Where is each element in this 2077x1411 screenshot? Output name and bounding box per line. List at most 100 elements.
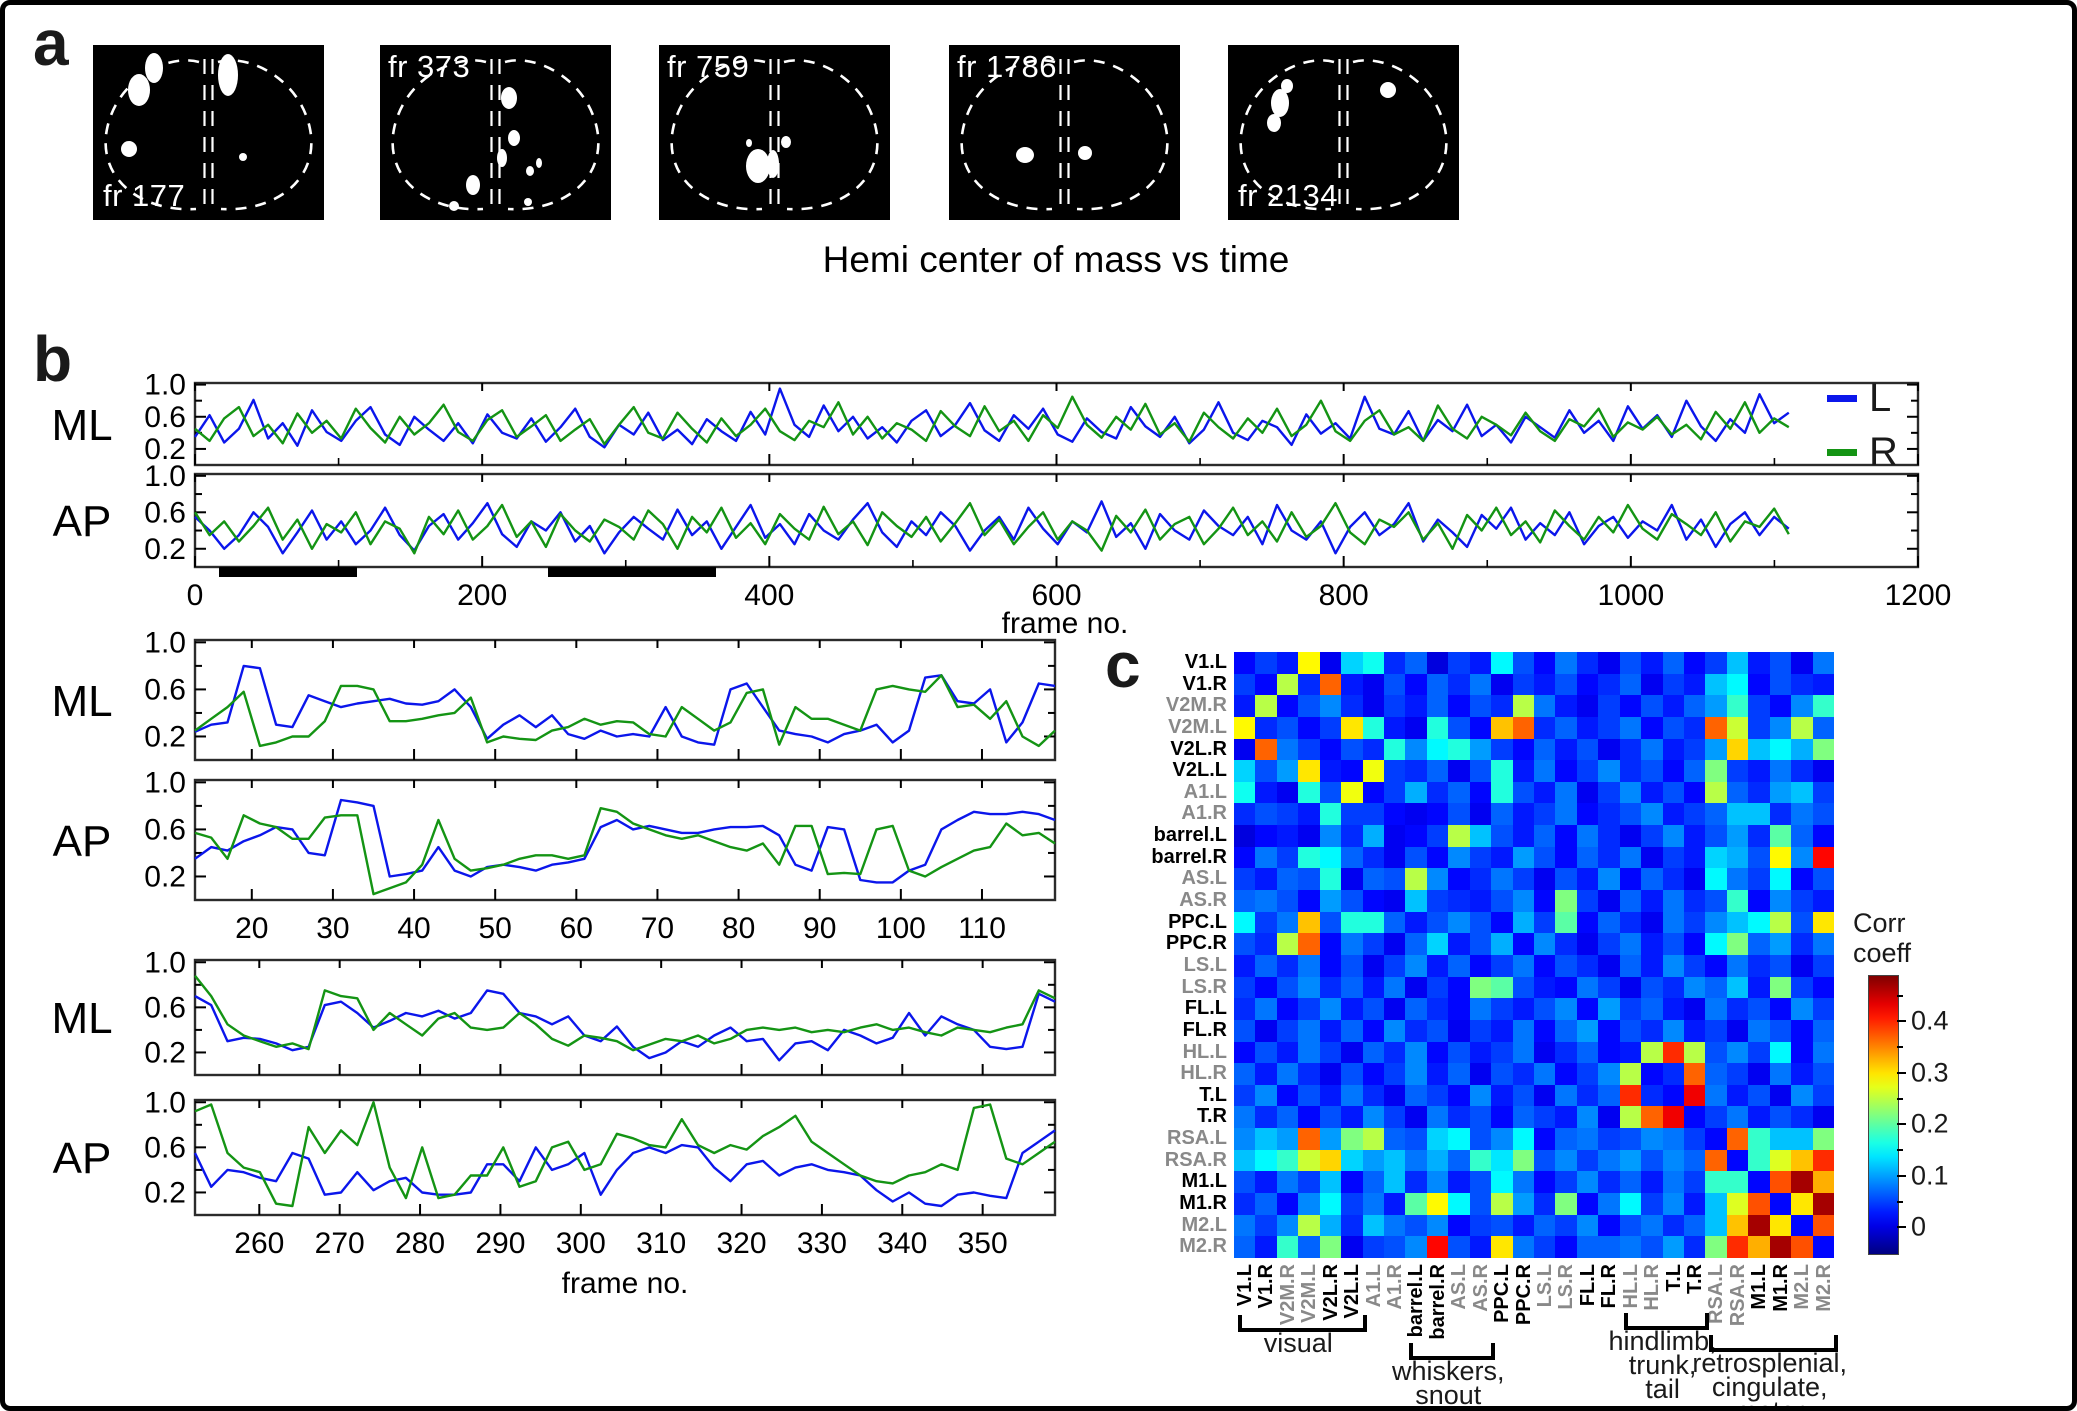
heatmap-cell (1426, 673, 1449, 696)
heatmap-cell (1748, 1019, 1770, 1042)
heatmap-cell (1769, 1019, 1792, 1042)
heatmap-cell (1255, 652, 1277, 674)
heatmap-cell (1426, 1193, 1449, 1215)
heatmap-cell (1384, 738, 1406, 761)
heatmap-cell (1234, 695, 1256, 717)
heatmap-cell (1448, 954, 1470, 977)
heatmap-cell (1576, 933, 1599, 955)
heatmap-cell (1426, 1128, 1449, 1150)
heatmap-cell (1512, 781, 1534, 804)
colorbar-tick-label: 0.2 (1911, 1108, 1949, 1139)
heatmap-cell (1534, 976, 1556, 999)
heatmap-cell (1469, 890, 1492, 912)
heatmap-cell (1362, 825, 1384, 847)
heatmap-cell (1662, 954, 1684, 977)
heatmap-row-label: V1.L (1184, 651, 1227, 673)
heatmap-row-label: HL.R (1180, 1062, 1227, 1085)
heatmap-col-label: LS.R (1555, 1264, 1578, 1310)
heatmap-cell (1555, 868, 1577, 891)
heatmap-cell (1534, 1084, 1556, 1107)
heatmap-cell (1619, 1084, 1642, 1107)
heatmap-cell (1469, 976, 1492, 999)
heatmap-cell (1512, 825, 1534, 847)
heatmap-cell (1341, 998, 1363, 1020)
heatmap-cell (1769, 1214, 1792, 1237)
heatmap-cell (1705, 652, 1727, 674)
svg-text:1.0: 1.0 (144, 369, 186, 402)
heatmap-cell (1234, 1149, 1256, 1172)
heatmap-cell (1812, 1063, 1834, 1085)
heatmap-cell (1491, 803, 1513, 826)
heatmap-cell (1255, 868, 1277, 891)
heatmap-cell (1705, 716, 1727, 739)
heatmap-cell (1705, 1041, 1727, 1064)
heatmap-cell (1555, 976, 1577, 999)
heatmap-cell (1491, 1128, 1513, 1150)
heatmap-cell (1491, 652, 1513, 674)
heatmap-cell (1276, 695, 1299, 717)
heatmap-cell (1426, 1063, 1449, 1085)
heatmap-cell (1448, 673, 1470, 696)
heatmap-cell (1426, 716, 1449, 739)
heatmap-cell (1769, 695, 1792, 717)
heatmap-cell (1405, 911, 1427, 934)
svg-text:1.0: 1.0 (144, 1086, 186, 1119)
heatmap-cell (1576, 1106, 1599, 1129)
heatmap-cell (1791, 846, 1813, 869)
svg-text:300: 300 (556, 1227, 606, 1260)
heatmap-cell (1576, 998, 1599, 1020)
heatmap-cell (1255, 846, 1277, 869)
svg-text:40: 40 (397, 912, 430, 945)
heatmap-cell (1341, 846, 1363, 869)
heatmap-cell (1426, 954, 1449, 977)
heatmap-cell (1341, 1041, 1363, 1064)
heatmap-cell (1662, 976, 1684, 999)
heatmap-cell (1469, 1106, 1492, 1129)
brain-mask-frame: fr 373 (380, 45, 611, 220)
heatmap-cell (1298, 976, 1320, 999)
heatmap-cell (1298, 760, 1320, 782)
frame-number-label: fr 373 (388, 49, 471, 84)
heatmap-cell (1769, 1236, 1792, 1258)
heatmap-cell (1791, 1193, 1813, 1215)
heatmap-cell (1362, 716, 1384, 739)
z1-ml-plot: 1.0 0.6 0.2 (144, 626, 1057, 762)
heatmap-cell (1469, 1019, 1492, 1042)
heatmap-cell (1491, 1106, 1513, 1129)
legend-item-left: L (1827, 371, 1898, 425)
svg-text:340: 340 (877, 1227, 927, 1260)
heatmap-cell (1662, 825, 1684, 847)
heatmap-cell (1726, 716, 1749, 739)
x-axis-label-main: frame no. (1001, 607, 1129, 640)
heatmap-cell (1619, 1171, 1642, 1194)
heatmap-cell (1276, 825, 1299, 847)
heatmap-cell (1748, 868, 1770, 891)
heatmap-cell (1598, 1193, 1620, 1215)
heatmap-cell (1512, 868, 1534, 891)
heatmap-cell (1812, 954, 1834, 977)
heatmap-cell (1705, 1193, 1727, 1215)
heatmap-cell (1641, 1128, 1663, 1150)
svg-text:80: 80 (722, 912, 755, 945)
heatmap-cell (1619, 976, 1642, 999)
heatmap-cell (1812, 1041, 1834, 1064)
heatmap-cell (1448, 1171, 1470, 1194)
heatmap-cell (1405, 1193, 1427, 1215)
heatmap-cell (1576, 1041, 1599, 1064)
heatmap-cell (1534, 846, 1556, 869)
brain-outline-drawing (960, 59, 1169, 211)
svg-text:1200: 1200 (1885, 579, 1952, 612)
colorbar-minor-tick (1897, 1200, 1903, 1203)
heatmap-cell (1405, 1149, 1427, 1172)
heatmap-cell (1641, 695, 1663, 717)
heatmap-cell (1791, 1063, 1813, 1085)
heatmap-cell (1641, 868, 1663, 891)
heatmap-cell (1384, 695, 1406, 717)
heatmap-cell (1791, 998, 1813, 1020)
heatmap-cell (1684, 673, 1706, 696)
colorbar-tick (1897, 1174, 1906, 1177)
heatmap-cell (1769, 933, 1792, 955)
colorbar-tick (1897, 1123, 1906, 1126)
heatmap-cell (1598, 954, 1620, 977)
heatmap-cell (1512, 716, 1534, 739)
